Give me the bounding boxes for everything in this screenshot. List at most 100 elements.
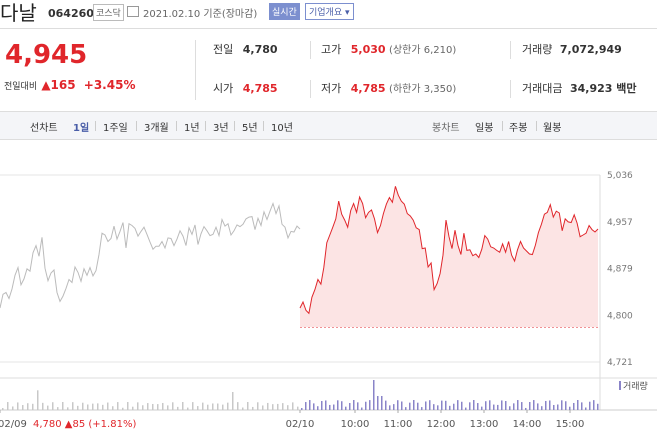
amount-label: 거래대금 bbox=[522, 82, 563, 95]
volume-bar bbox=[517, 400, 519, 410]
prev-day-summary: 4,780 ▲85 (+1.81%) bbox=[33, 419, 136, 430]
x-tick-label: 02/10 bbox=[286, 419, 315, 430]
tab-3year[interactable]: 3년 bbox=[213, 123, 229, 134]
volume-bar bbox=[92, 403, 94, 410]
volume-legend-label: 거래량 bbox=[623, 380, 648, 392]
volume-bar bbox=[297, 406, 299, 410]
stock-name: 다날 bbox=[0, 1, 37, 25]
volume-bar bbox=[457, 400, 459, 410]
divider bbox=[136, 121, 137, 131]
volume-bar bbox=[373, 380, 375, 410]
y-tick-label: 4,800 bbox=[607, 311, 633, 321]
volume-bar bbox=[247, 402, 249, 410]
volume-bar bbox=[525, 407, 527, 410]
tab-1year[interactable]: 1년 bbox=[184, 123, 200, 134]
volume-bar bbox=[122, 407, 124, 410]
volume-bar bbox=[345, 406, 347, 410]
volume-bar bbox=[212, 403, 214, 410]
volume-bar bbox=[82, 402, 84, 410]
volume-bar bbox=[561, 400, 563, 410]
divider bbox=[510, 80, 511, 98]
volume-bar bbox=[553, 404, 555, 410]
current-price: 4,945 bbox=[5, 40, 88, 70]
tab-candle-chart[interactable]: 봉차트 bbox=[432, 123, 460, 134]
volume-bar bbox=[267, 402, 269, 410]
volume-bar bbox=[401, 401, 403, 410]
volume-bar bbox=[227, 402, 229, 410]
volume-bar bbox=[353, 400, 355, 410]
volume-bar bbox=[237, 402, 239, 410]
tab-line-chart[interactable]: 선차트 bbox=[30, 123, 58, 134]
volume-bar bbox=[27, 403, 29, 410]
volume-bar bbox=[573, 402, 575, 410]
tab-10year[interactable]: 10년 bbox=[271, 123, 293, 134]
volume-bar bbox=[441, 400, 443, 410]
x-tick-label: 12:00 bbox=[427, 419, 456, 430]
volume-bar bbox=[465, 407, 467, 410]
volume-bar bbox=[112, 406, 114, 410]
volume-bar bbox=[549, 400, 551, 410]
volume-bar bbox=[37, 390, 39, 410]
change-label: 전일대비 bbox=[4, 82, 38, 92]
volume-bar bbox=[2, 408, 4, 410]
volume-bar bbox=[417, 402, 419, 410]
amount-value: 34,923 백만 bbox=[569, 82, 637, 95]
volume-bar bbox=[257, 402, 259, 410]
y-tick-label: 4,721 bbox=[607, 358, 633, 368]
volume-bar bbox=[349, 403, 351, 410]
volume-bar bbox=[405, 407, 407, 410]
volume-bar bbox=[505, 401, 507, 410]
volume-bar bbox=[529, 402, 531, 410]
divider bbox=[263, 121, 264, 131]
volume-bar bbox=[67, 407, 69, 410]
realtime-button[interactable]: 실시간 bbox=[269, 3, 300, 20]
volume-bar bbox=[357, 402, 359, 410]
tab-5year[interactable]: 5년 bbox=[242, 123, 258, 134]
volume-bar bbox=[325, 400, 327, 410]
calendar-icon bbox=[127, 6, 139, 17]
tab-3month[interactable]: 3개월 bbox=[144, 123, 169, 134]
tab-1day[interactable]: 1일 bbox=[73, 123, 90, 134]
volume-legend-swatch bbox=[619, 381, 621, 390]
volume-bar bbox=[429, 400, 431, 410]
volume-bar bbox=[62, 402, 64, 410]
volume-bar bbox=[252, 406, 254, 410]
divider bbox=[176, 121, 177, 131]
divider bbox=[310, 80, 311, 98]
price-line bbox=[299, 186, 599, 315]
volume-value: 7,072,949 bbox=[559, 43, 622, 56]
volume-bar bbox=[389, 405, 391, 410]
volume-bar bbox=[262, 405, 264, 410]
x-tick-label: 15:00 bbox=[556, 419, 585, 430]
volume-bar bbox=[501, 400, 503, 410]
market-badge: 코스닥 bbox=[93, 4, 124, 21]
divider bbox=[502, 121, 503, 131]
volume-bar bbox=[593, 400, 595, 410]
stock-header: 다날 064260 코스닥 2021.02.10 기준(장마감) 실시간 기업개… bbox=[0, 0, 657, 26]
corp-info-dropdown[interactable]: 기업개요 ▾ bbox=[305, 3, 354, 20]
tab-daily-candle[interactable]: 일봉 bbox=[475, 123, 494, 134]
volume-bar bbox=[413, 400, 415, 410]
volume-bar bbox=[565, 401, 567, 410]
volume-bar bbox=[305, 402, 307, 410]
stock-code: 064260 bbox=[48, 7, 94, 20]
day-high: 고가 5,030 (상한가 6,210) bbox=[321, 41, 456, 57]
x-tick-label: 13:00 bbox=[470, 419, 499, 430]
volume-bar bbox=[132, 406, 134, 410]
volume-bar bbox=[309, 400, 311, 410]
volume-bar bbox=[569, 406, 571, 410]
change-percent: +3.45% bbox=[83, 78, 136, 92]
y-tick-label: 4,957 bbox=[607, 218, 633, 228]
tab-weekly-candle[interactable]: 주봉 bbox=[509, 123, 528, 134]
volume-bar bbox=[142, 405, 144, 410]
volume-bar bbox=[127, 402, 129, 410]
volume-bar bbox=[397, 400, 399, 410]
tab-1week[interactable]: 1주일 bbox=[103, 123, 128, 134]
volume-bar bbox=[329, 404, 331, 410]
volume-bar bbox=[42, 402, 44, 410]
volume-bar bbox=[97, 403, 99, 410]
tab-monthly-candle[interactable]: 월봉 bbox=[543, 123, 562, 134]
volume-bar bbox=[182, 402, 184, 410]
volume-bar bbox=[473, 400, 475, 410]
change-amount: ▲165 bbox=[41, 78, 76, 92]
